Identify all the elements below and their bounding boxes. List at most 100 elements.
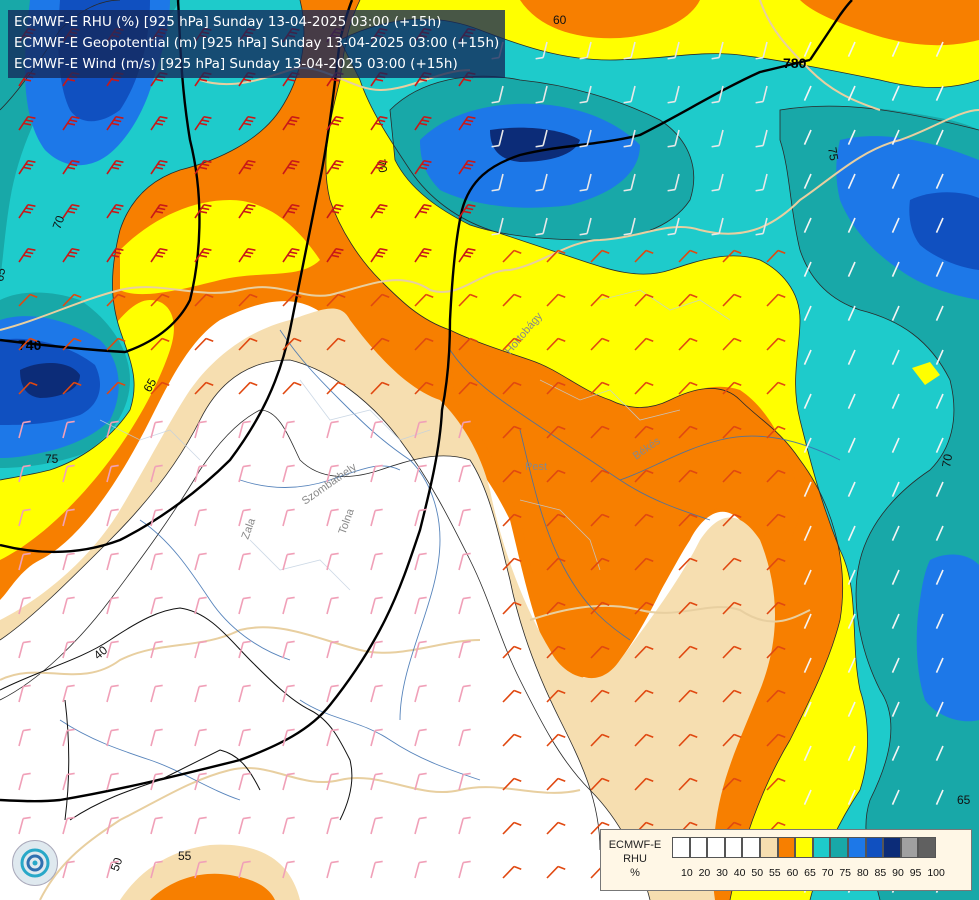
wind-barb	[370, 728, 383, 747]
wind-barb	[847, 569, 856, 585]
legend-tick-label: 100	[927, 867, 945, 879]
wind-barb	[150, 464, 163, 483]
wind-barb	[935, 657, 944, 673]
wind-barb	[458, 420, 471, 439]
wind-barb	[847, 745, 856, 761]
wind-barb	[678, 425, 698, 439]
wind-barb	[194, 247, 212, 263]
legend-swatch	[777, 837, 796, 858]
wind-barb	[755, 217, 768, 236]
wind-barb	[935, 569, 944, 585]
wind-barb	[18, 552, 31, 571]
wind-barb	[106, 772, 119, 791]
legend-swatch	[883, 837, 901, 858]
wind-barb	[935, 789, 944, 805]
admin-lines	[99, 289, 731, 591]
wind-barb	[502, 733, 522, 747]
wind-barb	[766, 733, 786, 747]
wind-barb	[502, 601, 522, 615]
wind-barb	[546, 381, 566, 395]
wind-barb	[546, 689, 566, 703]
wind-barb	[935, 173, 944, 189]
legend-swatch	[672, 837, 690, 858]
rhu-label-50: 50	[108, 855, 126, 873]
wind-barb	[502, 469, 522, 483]
wind-barb	[282, 420, 295, 439]
wind-barb	[546, 645, 566, 659]
wind-barb	[238, 816, 251, 835]
wind-barb	[803, 85, 812, 101]
wind-barb	[803, 173, 812, 189]
wind-barb	[891, 481, 900, 497]
wind-barb	[546, 249, 566, 263]
wind-barb	[106, 640, 119, 659]
legend-tick-label: 40	[733, 867, 746, 879]
legend-tick-label: 20	[698, 867, 711, 879]
wind-barb	[722, 249, 742, 263]
wind-barb	[722, 513, 742, 527]
wind-barb	[18, 293, 38, 307]
wind-barb	[106, 381, 126, 395]
rhu-band-55-north	[520, 0, 700, 39]
wind-barb	[62, 337, 82, 351]
wind-barb	[546, 865, 566, 879]
wind-barb	[62, 596, 75, 615]
rhu-label-65-se: 65	[957, 793, 971, 807]
wind-barb	[766, 337, 786, 351]
wind-barb	[106, 728, 119, 747]
wind-barb	[62, 159, 80, 175]
wind-barb	[502, 425, 522, 439]
wind-barb	[634, 557, 654, 571]
wind-barb	[458, 772, 471, 791]
wind-barb	[62, 552, 75, 571]
wind-barb	[370, 293, 390, 307]
rhu-band-75-e	[916, 554, 979, 722]
wind-barb	[194, 772, 207, 791]
wind-barb	[590, 777, 610, 791]
wind-barb	[502, 645, 522, 659]
wind-barb	[634, 777, 654, 791]
legend-swatch	[707, 837, 725, 858]
wind-barb	[803, 41, 812, 57]
wind-barb	[106, 420, 119, 439]
wind-barb	[803, 701, 812, 717]
wind-barb	[238, 508, 251, 527]
wind-barb	[722, 469, 742, 483]
wind-barb	[891, 173, 900, 189]
wind-barb	[590, 821, 610, 835]
wind-barb	[282, 508, 295, 527]
map-title-box: ECMWF-E RHU (%) [925 hPa] Sunday 13-04-2…	[8, 10, 506, 78]
wind-barb	[106, 684, 119, 703]
wind-barb	[847, 393, 856, 409]
wind-barb	[414, 337, 434, 351]
rhu-band-60-nw	[120, 200, 320, 295]
wind-barb	[891, 613, 900, 629]
wind-barb	[326, 115, 344, 131]
wind-barb	[711, 173, 724, 192]
wind-barb	[935, 41, 944, 57]
wind-barb	[106, 337, 126, 351]
wind-barb	[326, 381, 346, 395]
rhu-band-80-ne	[909, 192, 979, 270]
wind-barb	[370, 772, 383, 791]
wind-barb	[326, 420, 339, 439]
wind-barb	[150, 552, 163, 571]
wind-barb	[194, 337, 214, 351]
rhu-band-85-n	[490, 127, 580, 162]
wind-barb	[634, 689, 654, 703]
wind-barb	[414, 684, 427, 703]
wind-barb	[370, 508, 383, 527]
wind-barb	[62, 464, 75, 483]
wind-barb	[458, 115, 476, 131]
wind-barb	[847, 173, 856, 189]
wind-barb	[194, 203, 212, 219]
wind-barb	[891, 393, 900, 409]
wind-barb	[414, 203, 432, 219]
wind-barb	[722, 381, 742, 395]
wind-barb	[667, 217, 680, 236]
wind-barb	[491, 217, 504, 236]
wind-barb	[891, 437, 900, 453]
rhu-label-60: 60	[553, 13, 567, 27]
wind-barb	[891, 41, 900, 57]
wind-barb	[722, 601, 742, 615]
